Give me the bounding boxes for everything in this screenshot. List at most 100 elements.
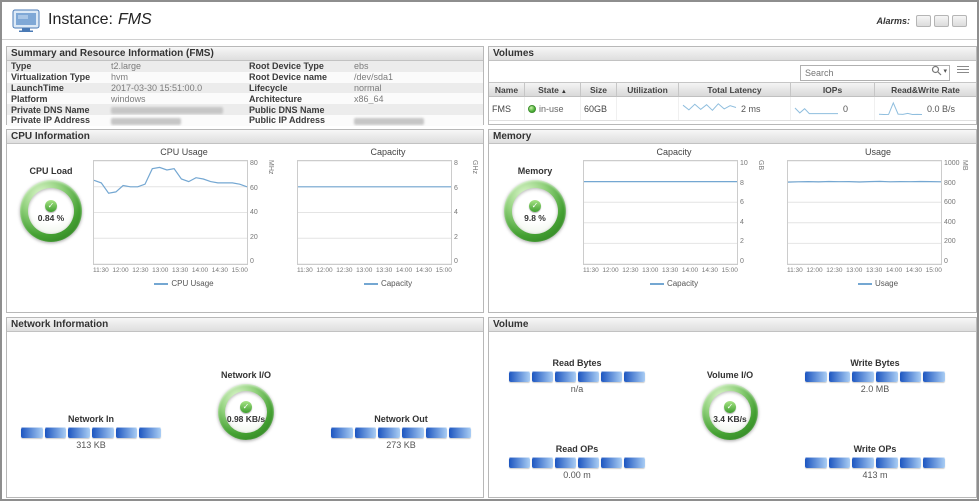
chart-body: 1000 800 600 400 200 0 MB [787,160,969,265]
volumes-panel-title: Volumes [489,47,976,61]
x-tick-label: 13:00 [356,267,373,274]
rate-sparkline [878,100,923,118]
flow-segment [805,457,827,468]
sort-ascending-icon: ▲ [560,89,567,95]
summary-value-redacted [350,115,483,126]
x-tick-label: 13:30 [866,267,883,274]
status-ok-icon: ✓ [724,400,736,413]
summary-label: Type [11,61,32,72]
alarm-badge-fatal[interactable] [916,15,931,27]
column-header-state[interactable]: State ▲ [525,83,581,96]
y-tick-label: 40 [250,209,258,216]
summary-label: Private IP Address [11,115,91,126]
chart-title: Capacity [656,147,692,157]
status-ok-icon: ✓ [240,400,252,413]
flow-segment [509,371,530,382]
column-header-utilization[interactable]: Utilization [617,83,679,96]
x-tick-label: 13:00 [152,267,169,274]
iops-value: 0 [843,103,849,114]
write-ops-flow-item: Write OPs 413 m [805,444,946,480]
column-header-size[interactable]: Size [581,83,617,96]
y-tick-label: 8 [740,179,744,187]
summary-value: windows [111,93,146,104]
flow-segment [852,371,875,382]
status-ok-icon: ✓ [529,199,541,212]
column-header-iops[interactable]: IOPs [791,83,875,96]
x-tick-label: 14:30 [211,267,229,274]
flow-segment [876,457,898,468]
page-title: Instance: FMS [48,11,152,29]
alarm-badge-warning[interactable] [952,15,967,27]
cpu-panel-title: CPU Information [7,130,483,144]
chart-plot [93,160,248,265]
x-tick-label: 14:00 [885,267,903,274]
chart-body: 8 6 4 2 0 GHz [297,160,479,265]
network-io-value: 0.98 KB/s [226,413,266,424]
y-axis-unit: MHz [267,160,274,175]
table-row: Type t2.large Root Device Type ebs [7,61,483,72]
xlabels: 11:30 12:00 12:30 13:00 13:30 14:00 14:30 15:00 [297,267,452,274]
x-tick-label: 14:00 [191,267,209,274]
flow-segment [509,457,530,468]
rate-value: 0.0 B/s [927,103,956,114]
legend-label: CPU Usage [171,279,214,288]
table-row: Platform windows Architecture x86_64 [7,93,483,105]
legend-line-swatch [649,282,664,285]
x-tick-label: 12:30 [336,267,353,274]
search-icon-group[interactable]: ▾ [931,65,947,76]
y-tick-label: 400 [944,218,956,226]
y-axis-unit: MB [961,160,968,171]
column-header-total-latency[interactable]: Total Latency [679,83,791,96]
column-header-read-write-rate[interactable]: Read&Write Rate [891,85,960,95]
x-tick-label: 12:00 [602,267,619,274]
flow-segment [92,427,114,438]
table-row[interactable]: FMS in-use 60GB 2 ms 0 0.0 B/s [489,97,976,121]
flow-segment [425,427,448,438]
instance-icon [12,9,40,38]
memory-capacity-chart: Capacity 10 8 6 4 2 0 GB 11:30 12:00 12:30 13:00 13:… [583,147,765,288]
x-tick-label: 12:00 [806,267,823,274]
flow-segment [923,371,946,382]
chevron-down-icon[interactable]: ▾ [943,67,947,75]
summary-label: Architecture [249,93,303,104]
summary-label: Private DNS Name [11,104,90,115]
cpu-load-gauge: ✓ 0.84 % [20,180,82,242]
flow-segment [354,427,377,438]
summary-label: Platform [11,93,48,104]
x-tick-label: 11:30 [583,267,599,274]
cpu-load-gauge-block: CPU Load ✓ 0.84 % [13,166,89,242]
flow-segment [115,427,138,438]
chart-title: CPU Usage [160,147,208,157]
cpu-load-label: CPU Load [29,166,73,176]
x-tick-label: 15:00 [721,267,738,274]
redacted-value [111,106,223,114]
read-bytes-flow-bar [509,371,645,382]
table-row: LaunchTime 2017-03-30 15:51:00.0 Lifecyc… [7,82,483,94]
network-in-flow-item: Network In 313 KB [21,414,162,450]
write-bytes-flow-bar [805,371,946,382]
summary-value: t2.large [111,61,142,72]
search-input[interactable] [800,65,950,81]
cpu-load-value: 0.84 % [37,212,65,223]
table-options-icon[interactable] [957,66,969,75]
memory-gauge: ✓ 9.8 % [504,180,566,242]
write-ops-flow-bar [805,457,946,468]
memory-label: Memory [517,166,553,176]
network-out-label: Network Out [374,414,428,424]
redacted-value [354,117,424,125]
flow-segment [532,457,553,468]
volumes-panel: Volumes ▾ Name State▲ Size Utilization T… [488,46,977,125]
alarms-area: Alarms: [876,15,967,27]
alarm-badge-critical[interactable] [934,15,949,27]
x-tick-label: 14:30 [415,267,433,274]
state-text: in-use [539,103,564,114]
search-icon[interactable] [931,65,942,76]
network-out-flow-bar [331,427,472,438]
column-header-name[interactable]: Name [489,83,525,96]
chart-body: 80 60 40 20 0 MHz [93,160,275,265]
x-tick-label: 12:30 [826,267,843,274]
flow-segment [852,457,875,468]
network-panel-title: Network Information [7,318,483,332]
x-tick-label: 13:00 [642,267,659,274]
table-row: Private IP Address Public IP Address [7,114,483,126]
